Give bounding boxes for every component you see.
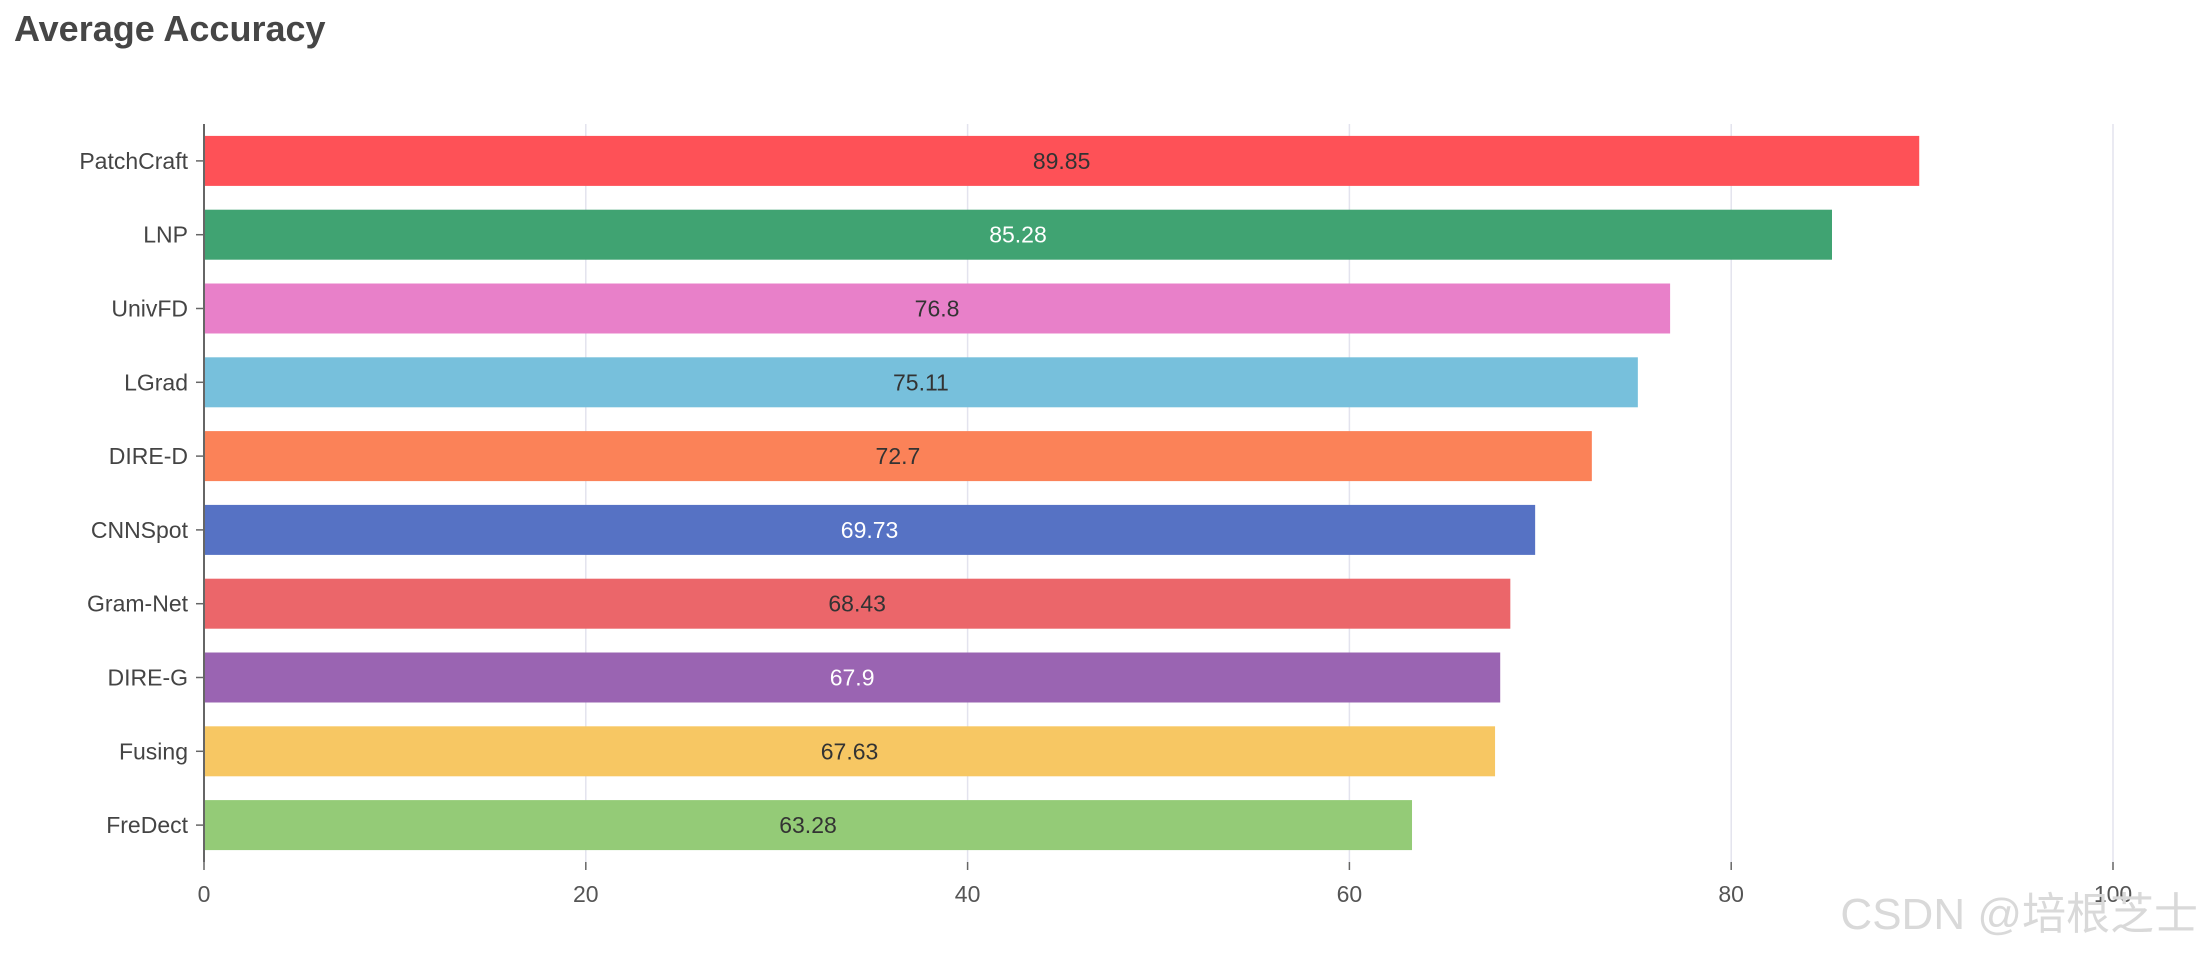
- bar-lnp: [204, 209, 1832, 260]
- bar-fusing: [204, 726, 1496, 777]
- bar-dire-d: [204, 431, 1592, 482]
- bar-gram-net: [204, 578, 1511, 629]
- category-label: Fusing: [119, 738, 188, 764]
- data-label: 69.73: [841, 517, 899, 543]
- category-label: LNP: [143, 222, 188, 248]
- data-label: 85.28: [989, 222, 1047, 248]
- data-label: 63.28: [779, 812, 837, 838]
- watermark: CSDN @培根芝士: [1840, 890, 2198, 939]
- x-tick-label: 40: [955, 881, 981, 907]
- data-label: 67.9: [830, 665, 875, 691]
- category-label: PatchCraft: [79, 148, 188, 174]
- bar-lgrad: [204, 357, 1638, 408]
- x-tick-label: 100: [2094, 881, 2132, 907]
- bar-univfd: [204, 283, 1671, 334]
- bars: [204, 135, 1920, 851]
- data-label: 76.8: [915, 296, 960, 322]
- category-label: UnivFD: [111, 296, 188, 322]
- category-label: Gram-Net: [87, 591, 189, 617]
- x-tick-label: 80: [1718, 881, 1744, 907]
- chart-title: Average Accuracy: [14, 8, 326, 49]
- data-label: 75.11: [893, 369, 949, 395]
- bar-patchcraft: [204, 135, 1920, 186]
- category-label: FreDect: [106, 812, 188, 838]
- category-label: DIRE-G: [108, 665, 189, 691]
- labels: 0 20 40 60 80 100 PatchCraft 89.85 LNP 85.28 UnivF…: [79, 148, 2132, 907]
- bar-cnnspot: [204, 504, 1536, 555]
- x-tick-label: 0: [198, 881, 211, 907]
- data-label: 68.43: [828, 591, 886, 617]
- data-label: 72.7: [876, 443, 921, 469]
- x-tick-label: 20: [573, 881, 599, 907]
- axes: [196, 124, 2114, 870]
- data-label: 67.63: [821, 738, 879, 764]
- x-tick-label: 60: [1337, 881, 1363, 907]
- category-label: DIRE-D: [109, 443, 188, 469]
- bar-fredect: [204, 800, 1413, 851]
- category-label: CNNSpot: [91, 517, 189, 543]
- bar-dire-g: [204, 652, 1501, 703]
- category-label: LGrad: [124, 369, 188, 395]
- data-label: 89.85: [1033, 148, 1091, 174]
